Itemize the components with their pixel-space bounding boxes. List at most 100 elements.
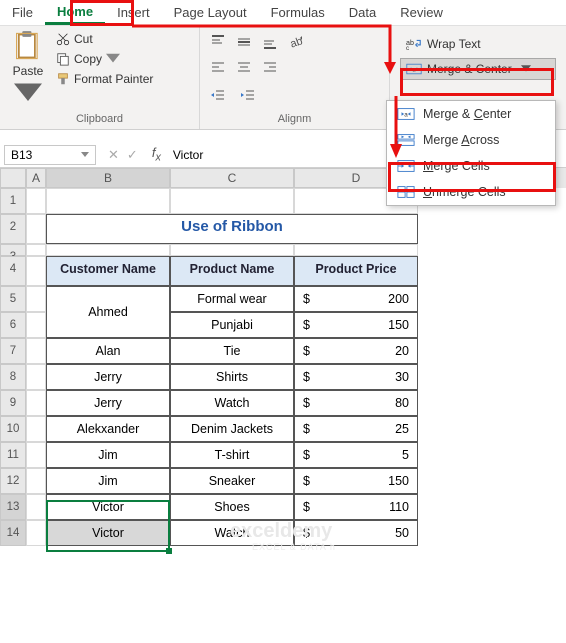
customer-cell[interactable]: Alan: [46, 338, 170, 364]
row-header[interactable]: 8: [0, 364, 26, 390]
cell[interactable]: [26, 442, 46, 468]
title-cell[interactable]: Use of Ribbon: [46, 214, 418, 244]
fx-icon[interactable]: fx: [146, 145, 167, 164]
chevron-down-icon: [14, 78, 42, 110]
cell[interactable]: [26, 244, 46, 256]
row-header[interactable]: 7: [0, 338, 26, 364]
selection-handle[interactable]: [166, 548, 172, 554]
copy-label: Copy: [74, 52, 102, 66]
cell[interactable]: [26, 364, 46, 390]
col-header-a[interactable]: A: [26, 168, 46, 188]
product-cell[interactable]: Denim Jackets: [170, 416, 294, 442]
menu-file[interactable]: File: [0, 0, 45, 25]
row-header[interactable]: 2: [0, 214, 26, 244]
menu-insert[interactable]: Insert: [105, 0, 162, 25]
product-cell[interactable]: Watch: [170, 520, 294, 546]
cell[interactable]: [46, 188, 170, 214]
clipboard-group-label: Clipboard: [6, 111, 193, 127]
price-cell[interactable]: $20: [294, 338, 418, 364]
row-header[interactable]: 3: [0, 244, 26, 256]
customer-cell[interactable]: Jim: [46, 468, 170, 494]
row-header[interactable]: 9: [0, 390, 26, 416]
row-header[interactable]: 11: [0, 442, 26, 468]
row-header[interactable]: 10: [0, 416, 26, 442]
product-cell[interactable]: Shirts: [170, 364, 294, 390]
cell[interactable]: [26, 312, 46, 338]
name-box[interactable]: B13: [4, 145, 96, 165]
decrease-indent-button[interactable]: [206, 84, 230, 108]
merge-center-icon: a: [406, 62, 422, 76]
chevron-down-icon: [81, 151, 89, 159]
menu-data[interactable]: Data: [337, 0, 388, 25]
customer-cell[interactable]: Ahmed: [46, 286, 170, 338]
paste-icon: [14, 30, 42, 62]
menu-formulas[interactable]: Formulas: [259, 0, 337, 25]
cell[interactable]: [26, 256, 46, 286]
menu-home[interactable]: Home: [45, 0, 105, 25]
merge-dd-merge-cells[interactable]: Merge Cells: [387, 153, 555, 179]
cell[interactable]: [26, 416, 46, 442]
col-header-b[interactable]: B: [46, 168, 170, 188]
price-cell[interactable]: $150: [294, 468, 418, 494]
menu-page-layout[interactable]: Page Layout: [162, 0, 259, 25]
merge-dd-unmerge[interactable]: Unmerge Cells: [387, 179, 555, 205]
row-header[interactable]: 6: [0, 312, 26, 338]
cell[interactable]: [26, 468, 46, 494]
price-cell[interactable]: $110: [294, 494, 418, 520]
table-header[interactable]: Product Price: [294, 256, 418, 286]
cell[interactable]: [26, 494, 46, 520]
cell[interactable]: [26, 520, 46, 546]
price-cell[interactable]: $50: [294, 520, 418, 546]
merge-dd-merge-center[interactable]: a Merge & Center: [387, 101, 555, 127]
merge-dd-merge-across[interactable]: Merge Across: [387, 127, 555, 153]
cell[interactable]: [26, 338, 46, 364]
table-header[interactable]: Customer Name: [46, 256, 170, 286]
cell[interactable]: [26, 214, 46, 244]
merge-center-label: Merge & Center: [427, 62, 512, 76]
cancel-formula-button[interactable]: ✕: [108, 147, 119, 163]
cell[interactable]: [26, 286, 46, 312]
customer-cell[interactable]: Victor: [46, 494, 170, 520]
table-header[interactable]: Product Name: [170, 256, 294, 286]
row-header[interactable]: 5: [0, 286, 26, 312]
customer-cell[interactable]: Jerry: [46, 364, 170, 390]
price-cell[interactable]: $200: [294, 286, 418, 312]
row-header[interactable]: 12: [0, 468, 26, 494]
row-header[interactable]: 14: [0, 520, 26, 546]
product-cell[interactable]: Watch: [170, 390, 294, 416]
merge-center-button[interactable]: a Merge & Center: [400, 58, 556, 80]
cell[interactable]: [26, 390, 46, 416]
customer-cell[interactable]: Jerry: [46, 390, 170, 416]
menu-review[interactable]: Review: [388, 0, 455, 25]
row-header[interactable]: 1: [0, 188, 26, 214]
select-all-corner[interactable]: [0, 168, 26, 188]
product-cell[interactable]: Punjabi: [170, 312, 294, 338]
product-cell[interactable]: T-shirt: [170, 442, 294, 468]
customer-cell[interactable]: Jim: [46, 442, 170, 468]
price-cell[interactable]: $80: [294, 390, 418, 416]
cell[interactable]: [170, 188, 294, 214]
chevron-down-icon: [521, 64, 531, 74]
col-header-c[interactable]: C: [170, 168, 294, 188]
customer-cell[interactable]: Alekxander: [46, 416, 170, 442]
price-cell[interactable]: $5: [294, 442, 418, 468]
row-header[interactable]: 4: [0, 256, 26, 286]
customer-cell[interactable]: Victor: [46, 520, 170, 546]
product-cell[interactable]: Sneaker: [170, 468, 294, 494]
cell[interactable]: [26, 188, 46, 214]
increase-indent-button[interactable]: [236, 84, 260, 108]
cell[interactable]: [294, 244, 418, 256]
row-header[interactable]: 13: [0, 494, 26, 520]
enter-formula-button[interactable]: ✓: [127, 147, 138, 163]
price-cell[interactable]: $25: [294, 416, 418, 442]
price-cell[interactable]: $150: [294, 312, 418, 338]
price-cell[interactable]: $30: [294, 364, 418, 390]
product-cell[interactable]: Tie: [170, 338, 294, 364]
cell[interactable]: [46, 244, 170, 256]
fx-buttons: ✕ ✓: [100, 147, 146, 163]
product-cell[interactable]: Formal wear: [170, 286, 294, 312]
paste-button[interactable]: Paste: [6, 30, 50, 110]
wrap-text-button[interactable]: abc Wrap Text: [400, 34, 556, 54]
cell[interactable]: [170, 244, 294, 256]
product-cell[interactable]: Shoes: [170, 494, 294, 520]
